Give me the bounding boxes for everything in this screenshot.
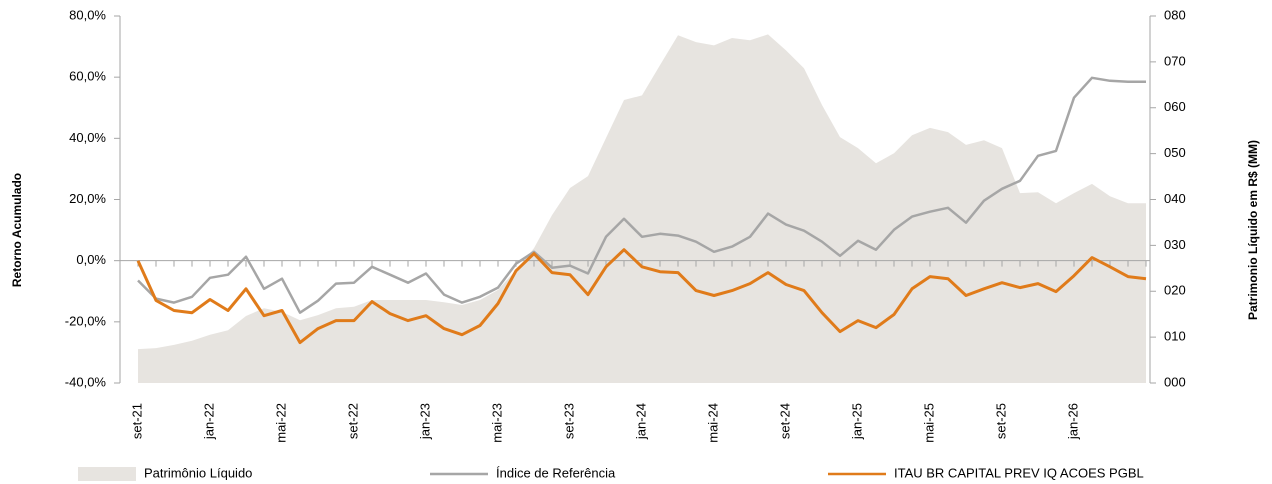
x-tick-label: set-24 [777,403,792,439]
x-tick-label: jan-25 [849,403,864,440]
x-tick-label: mai-22 [273,403,288,443]
y-tick-label: 80,0% [69,7,106,22]
y2-tick-label: 060 [1164,99,1186,114]
y-tick-label: -20,0% [65,313,107,328]
x-tick-label: set-25 [993,403,1008,439]
legend-label: ITAU BR CAPITAL PREV IQ ACOES PGBL [894,465,1144,480]
y2-tick-label: 040 [1164,191,1186,206]
legend-label: Patrimônio Líquido [144,465,252,480]
x-tick-label: mai-23 [489,403,504,443]
y2-tick-label: 050 [1164,145,1186,160]
x-tick-label: set-23 [561,403,576,439]
line [136,248,1147,345]
y2-tick-label: 070 [1164,53,1186,68]
y2-tick-label: 000 [1164,374,1186,389]
x-tick-label: jan-26 [1065,403,1080,440]
y2-tick-label: 080 [1164,7,1186,22]
x-tick-label: jan-24 [633,403,648,440]
line [137,76,1146,314]
legend-label: Índice de Referência [496,465,616,480]
y-tick-label: 60,0% [69,69,106,84]
x-tick-label: jan-23 [417,403,432,440]
x-tick-label: jan-22 [201,403,216,440]
y-tick-label: 0,0% [76,252,106,267]
x-tick-label: set-22 [345,403,360,439]
x-tick-label: mai-25 [921,403,936,443]
y2-axis-title: Patrimonio Líquido em R$ (MM) [1246,140,1260,320]
y-axis-title: Retorno Acumulado [10,173,24,287]
x-tick-label: mai-24 [705,403,720,443]
y2-tick-label: 030 [1164,237,1186,252]
y2-tick-label: 020 [1164,283,1186,298]
x-tick-label: set-21 [129,403,144,439]
legend-swatch [78,467,136,481]
y-tick-label: 40,0% [69,130,106,145]
y2-tick-label: 010 [1164,329,1186,344]
y-tick-label: -40,0% [65,374,107,389]
y-tick-label: 20,0% [69,191,106,206]
area [138,34,1146,384]
